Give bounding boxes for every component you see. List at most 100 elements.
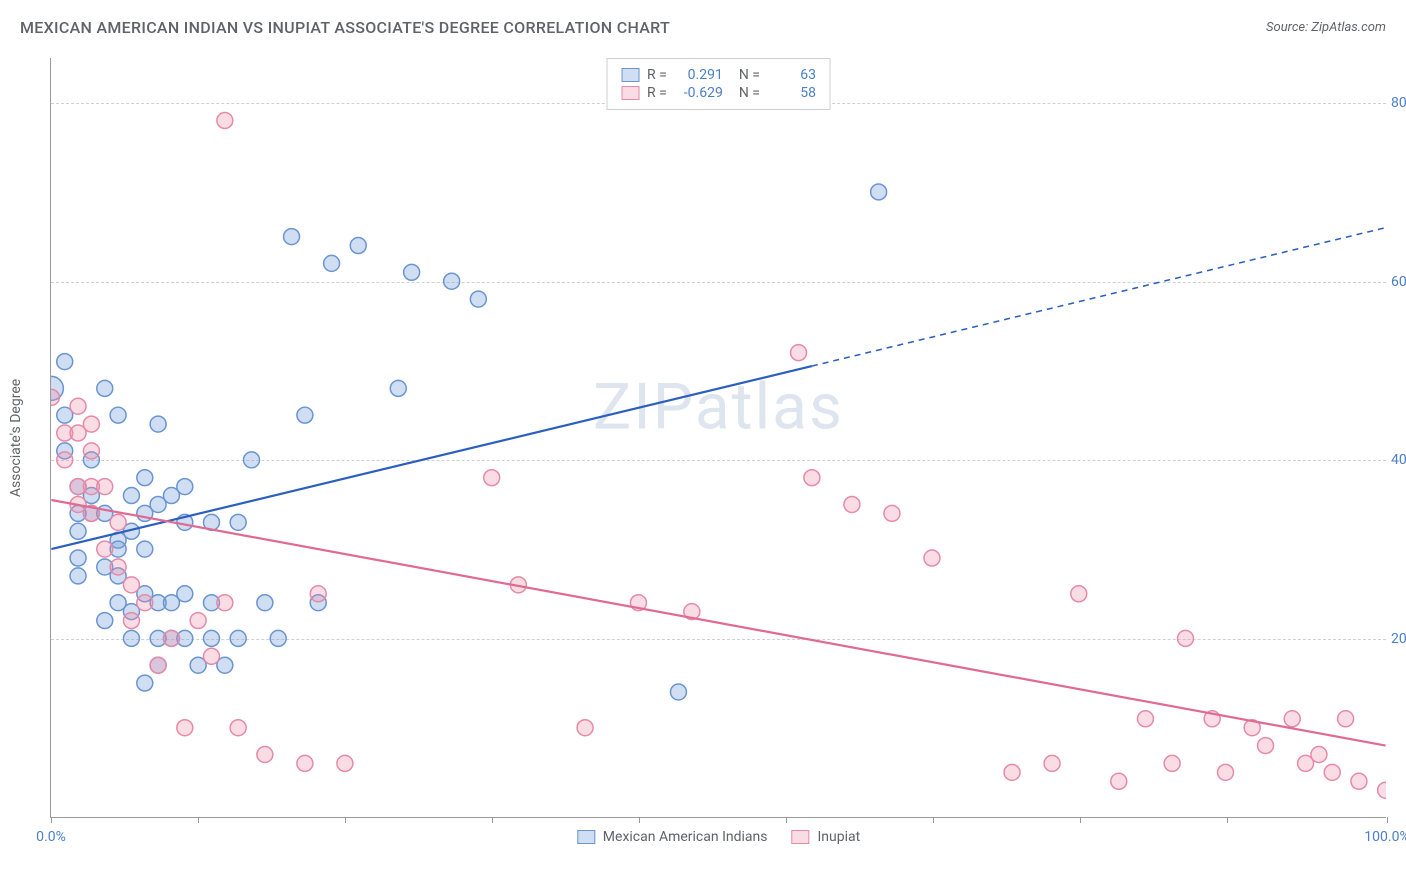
- legend-item-1: Inupiat: [791, 829, 860, 845]
- data-point: [137, 541, 153, 557]
- data-point: [884, 505, 900, 521]
- data-point: [337, 755, 353, 771]
- data-point: [1218, 764, 1234, 780]
- data-point: [110, 407, 126, 423]
- data-point: [270, 630, 286, 646]
- x-tick: [492, 817, 493, 823]
- x-tick: [1387, 817, 1388, 823]
- data-point: [97, 541, 113, 557]
- n-value-1: 58: [768, 85, 816, 101]
- data-point: [484, 470, 500, 486]
- data-point: [350, 238, 366, 254]
- data-point: [297, 407, 313, 423]
- x-tick: [639, 817, 640, 823]
- x-tick: [198, 817, 199, 823]
- data-point: [670, 684, 686, 700]
- x-tick: [786, 817, 787, 823]
- data-point: [1351, 773, 1367, 789]
- x-tick-label: 100.0%: [1364, 829, 1406, 845]
- data-point: [577, 720, 593, 736]
- series-label-1: Inupiat: [817, 829, 860, 845]
- data-point: [1177, 630, 1193, 646]
- data-point: [1004, 764, 1020, 780]
- data-point: [791, 345, 807, 361]
- trend-line-extrapolated: [812, 228, 1386, 366]
- swatch-bottom-0: [577, 830, 595, 844]
- series-label-0: Mexican American Indians: [603, 829, 768, 845]
- data-point: [137, 675, 153, 691]
- legend-item-0: Mexican American Indians: [577, 829, 768, 845]
- data-point: [1044, 755, 1060, 771]
- legend-stats: R = 0.291 N = 63 R = -0.629 N = 58: [606, 58, 831, 110]
- data-point: [257, 595, 273, 611]
- data-point: [1164, 755, 1180, 771]
- data-point: [324, 255, 340, 271]
- data-point: [177, 720, 193, 736]
- data-point: [1137, 711, 1153, 727]
- data-point: [123, 613, 139, 629]
- data-point: [1258, 738, 1274, 754]
- data-point: [123, 488, 139, 504]
- legend-row-series-0: R = 0.291 N = 63: [621, 67, 816, 83]
- data-point: [123, 630, 139, 646]
- header: MEXICAN AMERICAN INDIAN VS INUPIAT ASSOC…: [20, 18, 1386, 37]
- data-point: [70, 523, 86, 539]
- data-point: [137, 470, 153, 486]
- data-point: [1338, 711, 1354, 727]
- x-tick: [933, 817, 934, 823]
- plot-svg: [51, 58, 1386, 817]
- swatch-series-0: [621, 68, 639, 82]
- swatch-series-1: [621, 86, 639, 100]
- data-point: [97, 613, 113, 629]
- data-point: [244, 452, 260, 468]
- data-point: [1324, 764, 1340, 780]
- data-point: [97, 479, 113, 495]
- data-point: [150, 657, 166, 673]
- data-point: [1071, 586, 1087, 602]
- data-point: [70, 398, 86, 414]
- data-point: [230, 720, 246, 736]
- x-tick: [1080, 817, 1081, 823]
- data-point: [230, 630, 246, 646]
- data-point: [137, 595, 153, 611]
- trend-line: [51, 500, 1385, 746]
- n-value-0: 63: [768, 67, 816, 83]
- data-point: [177, 479, 193, 495]
- y-tick-label: 40.0%: [1391, 452, 1406, 468]
- data-point: [1111, 773, 1127, 789]
- data-point: [110, 559, 126, 575]
- data-point: [1284, 711, 1300, 727]
- data-point: [123, 577, 139, 593]
- data-point: [57, 354, 73, 370]
- x-tick: [345, 817, 346, 823]
- y-axis-title: Associate's Degree: [8, 378, 24, 496]
- data-point: [70, 550, 86, 566]
- data-point: [70, 568, 86, 584]
- x-tick: [1227, 817, 1228, 823]
- x-tick-label: 0.0%: [36, 829, 66, 845]
- r-value-0: 0.291: [675, 67, 723, 83]
- data-point: [217, 113, 233, 129]
- data-point: [284, 229, 300, 245]
- source-label: Source: ZipAtlas.com: [1266, 20, 1386, 35]
- data-point: [230, 514, 246, 530]
- data-point: [150, 416, 166, 432]
- r-value-1: -0.629: [675, 85, 723, 101]
- data-point: [257, 747, 273, 763]
- data-point: [844, 496, 860, 512]
- data-point: [1378, 782, 1386, 798]
- data-point: [203, 648, 219, 664]
- data-point: [804, 470, 820, 486]
- data-point: [177, 586, 193, 602]
- data-point: [163, 630, 179, 646]
- legend-row-series-1: R = -0.629 N = 58: [621, 85, 816, 101]
- data-point: [1311, 747, 1327, 763]
- y-tick-label: 80.0%: [1391, 95, 1406, 111]
- legend-series: Mexican American Indians Inupiat: [577, 829, 860, 845]
- data-point: [203, 630, 219, 646]
- y-tick-label: 20.0%: [1391, 631, 1406, 647]
- data-point: [297, 755, 313, 771]
- data-point: [924, 550, 940, 566]
- data-point: [390, 380, 406, 396]
- data-point: [57, 452, 73, 468]
